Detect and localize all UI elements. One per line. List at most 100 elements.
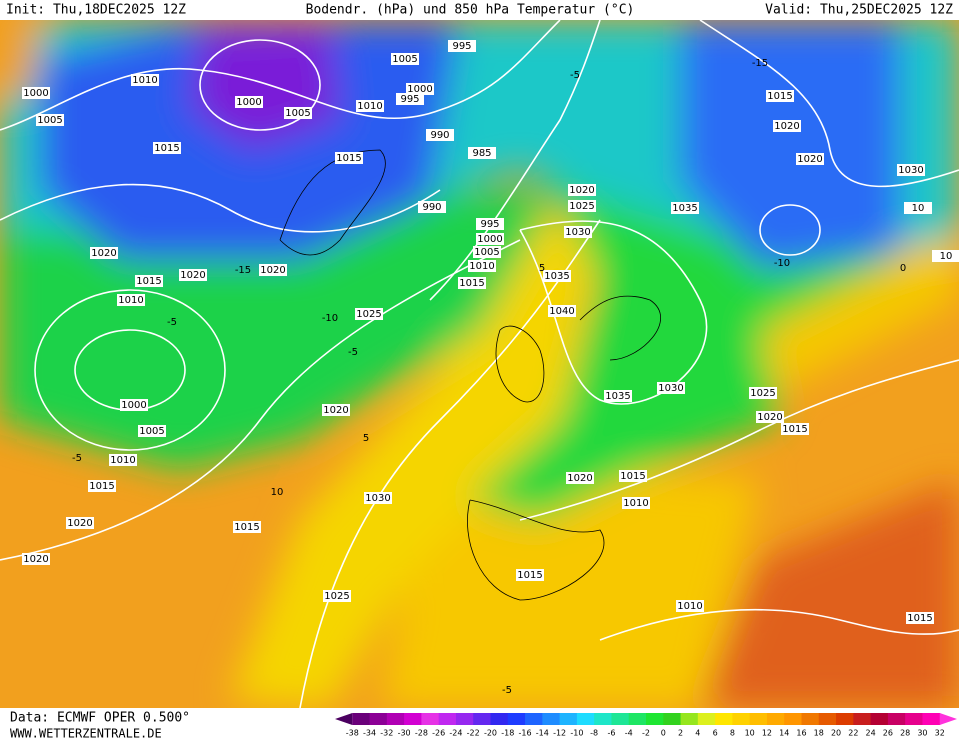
colorbar-cell bbox=[853, 713, 872, 725]
colorbar-label: 32 bbox=[935, 729, 945, 738]
colorbar-label: -4 bbox=[625, 729, 633, 738]
colorbar-label: 30 bbox=[917, 729, 927, 738]
isobar-label: 1015 bbox=[234, 522, 259, 533]
colorbar-cell bbox=[663, 713, 682, 725]
colorbar-cell bbox=[455, 713, 474, 725]
isobar-label: 1020 bbox=[323, 405, 348, 416]
colorbar-label: -22 bbox=[467, 729, 480, 738]
isobar-label: 1000 bbox=[236, 97, 261, 108]
isobar-label: 1015 bbox=[907, 613, 932, 624]
isobar-label-box bbox=[364, 492, 392, 504]
isobar-label: 10 bbox=[912, 203, 925, 214]
isobar-label: 1020 bbox=[797, 154, 822, 165]
isobar-label: 1020 bbox=[569, 185, 594, 196]
isobar-label-box bbox=[418, 201, 446, 213]
colorbar-label: 0 bbox=[661, 729, 666, 738]
temperature-label: -15 bbox=[752, 58, 768, 69]
isobar-label: 1020 bbox=[567, 473, 592, 484]
isobar-label: 1040 bbox=[549, 306, 574, 317]
isobar-label: 995 bbox=[480, 219, 499, 230]
isobar-label-box bbox=[22, 87, 50, 99]
colorbar-label: 10 bbox=[745, 729, 755, 738]
isobar-label: 1010 bbox=[623, 498, 648, 509]
isobar-label-box bbox=[473, 246, 501, 258]
colorbar-cell bbox=[766, 713, 785, 725]
isobar-label-box bbox=[322, 404, 350, 416]
colorbar-label: 12 bbox=[762, 729, 772, 738]
isobar-label: 1020 bbox=[774, 121, 799, 132]
isobar-label-box bbox=[566, 472, 594, 484]
isobar-label: 1015 bbox=[620, 471, 645, 482]
isobar-label-box bbox=[619, 470, 647, 482]
isobar-label-box bbox=[604, 390, 632, 402]
temperature-label: 5 bbox=[363, 433, 369, 444]
temperature-label: -5 bbox=[72, 453, 82, 464]
colorbar-cell bbox=[473, 713, 491, 725]
isobar-label: 1015 bbox=[154, 143, 179, 154]
isobar-label-box bbox=[153, 142, 181, 154]
isobar-label: 1030 bbox=[565, 227, 590, 238]
isobar-label-box bbox=[235, 96, 263, 108]
colorbar-label: -2 bbox=[642, 729, 650, 738]
colorbar-cell bbox=[594, 713, 612, 725]
isobar-label: 1010 bbox=[132, 75, 157, 86]
isobar-label: 1015 bbox=[336, 153, 361, 164]
isobar-label: 1000 bbox=[407, 84, 432, 95]
isobar-label-box bbox=[120, 399, 148, 411]
temperature-label: -5 bbox=[570, 70, 580, 81]
isobar-label: 1015 bbox=[89, 481, 114, 492]
isobar-label: 1005 bbox=[139, 426, 164, 437]
isobar-label-box bbox=[476, 233, 504, 245]
colorbar-cell bbox=[404, 713, 422, 725]
isobar-label-box bbox=[22, 553, 50, 565]
isobar-label-box bbox=[904, 202, 932, 214]
isobar-label: 985 bbox=[472, 148, 491, 159]
map-title: Bodendr. (hPa) und 850 hPa Temperatur (°… bbox=[306, 3, 635, 18]
isobar-label-box bbox=[323, 590, 351, 602]
colorbar-cell bbox=[352, 713, 371, 725]
colorbar-label: 28 bbox=[900, 729, 910, 738]
isobar-label-box bbox=[458, 277, 486, 289]
colorbar-label: -10 bbox=[570, 729, 583, 738]
isobar-label: 1020 bbox=[23, 554, 48, 565]
colorbar-cell bbox=[576, 713, 595, 725]
isobar-label-box bbox=[932, 250, 959, 262]
isobar-label: 1035 bbox=[672, 203, 697, 214]
colorbar-cell bbox=[801, 713, 820, 725]
colorbar-cell bbox=[386, 713, 405, 725]
temperature-label: -5 bbox=[167, 317, 177, 328]
isobar-label-box bbox=[391, 53, 419, 65]
site-url: WWW.WETTERZENTRALE.DE bbox=[10, 727, 162, 741]
isobar-label-box bbox=[568, 184, 596, 196]
isobar-label-box bbox=[766, 90, 794, 102]
colorbar-label: -24 bbox=[449, 729, 462, 738]
isobar-label-box bbox=[335, 152, 363, 164]
isobar-label-box bbox=[406, 83, 434, 95]
colorbar-label: -16 bbox=[519, 729, 532, 738]
colorbar-label: -20 bbox=[484, 729, 497, 738]
colorbar-cell bbox=[887, 713, 906, 725]
colorbar-cell bbox=[335, 713, 353, 725]
colorbar-cell bbox=[749, 713, 768, 725]
isobar-label-box bbox=[749, 387, 777, 399]
colorbar-cell bbox=[421, 713, 440, 725]
isobar-label: 1010 bbox=[118, 295, 143, 306]
colorbar-cell bbox=[628, 713, 647, 725]
colorbar-label: 16 bbox=[796, 729, 806, 738]
isobar-label-box bbox=[448, 40, 476, 52]
isobar-label-box bbox=[131, 74, 159, 86]
isobar-label-box bbox=[671, 202, 699, 214]
colorbar-cell bbox=[559, 713, 578, 725]
isobar-label-box bbox=[355, 308, 383, 320]
isobar-label-box bbox=[90, 247, 118, 259]
isobar-label-box bbox=[796, 153, 824, 165]
isobar-label: 1015 bbox=[767, 91, 792, 102]
colorbar-label: 20 bbox=[831, 729, 841, 738]
isobar-label: 1010 bbox=[357, 101, 382, 112]
colorbar-cell bbox=[490, 713, 509, 725]
colorbar-cell bbox=[507, 713, 526, 725]
isobar-label-box bbox=[548, 305, 576, 317]
colorbar-cell bbox=[697, 713, 716, 725]
isobar-label: 990 bbox=[430, 130, 449, 141]
